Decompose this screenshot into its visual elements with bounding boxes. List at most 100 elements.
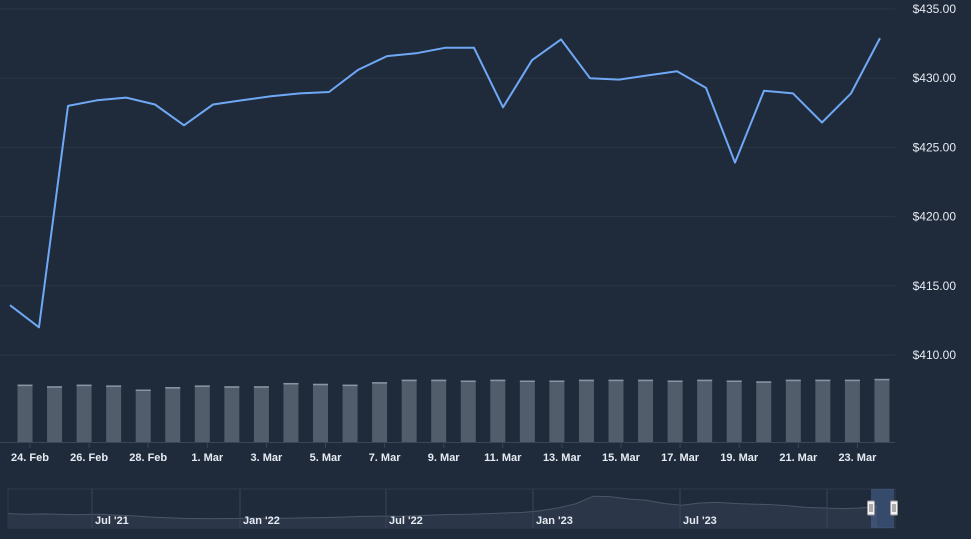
volume-bar-top xyxy=(490,379,506,382)
volume-bar[interactable] xyxy=(17,384,33,442)
price-point[interactable] xyxy=(62,100,74,112)
price-point[interactable] xyxy=(4,299,16,311)
volume-bar-top xyxy=(460,380,476,382)
volume-bar[interactable] xyxy=(47,386,63,442)
x-tick-label: 24. Feb xyxy=(11,452,49,464)
x-tick-label: 5. Mar xyxy=(310,452,343,464)
price-point[interactable] xyxy=(265,90,277,102)
price-point[interactable] xyxy=(410,47,422,59)
x-tick-label: 13. Mar xyxy=(543,452,582,464)
y-tick-label: $430.00 xyxy=(913,71,957,85)
volume-bar[interactable] xyxy=(401,379,417,442)
volume-bar[interactable] xyxy=(106,385,122,442)
navigator-handle[interactable] xyxy=(890,500,898,516)
price-point[interactable] xyxy=(700,82,712,94)
volume-bar-top xyxy=(401,379,417,382)
price-point[interactable] xyxy=(294,87,306,99)
y-tick-label: $420.00 xyxy=(913,210,957,224)
navigator[interactable]: Jul '21 Jan '22 Jul '22 Jan '23 Jul '23 xyxy=(7,488,898,529)
volume-bar[interactable] xyxy=(460,380,476,443)
price-point[interactable] xyxy=(497,101,509,113)
volume-bar[interactable] xyxy=(785,379,801,442)
y-tick-label: $435.00 xyxy=(913,2,957,16)
volume-bar[interactable] xyxy=(76,384,92,442)
price-point[interactable] xyxy=(584,72,596,84)
volume-bar[interactable] xyxy=(490,379,506,442)
x-tick-label: 23. Mar xyxy=(838,452,877,464)
volume-bar[interactable] xyxy=(697,379,713,442)
price-point[interactable] xyxy=(323,86,335,98)
price-point[interactable] xyxy=(758,85,770,97)
navigator-tick-label: Jul '22 xyxy=(389,515,423,527)
price-point[interactable] xyxy=(178,119,190,131)
price-point[interactable] xyxy=(816,116,828,128)
volume-bar[interactable] xyxy=(874,378,890,442)
price-gridlines xyxy=(0,8,895,356)
volume-bar-top xyxy=(17,384,33,387)
volume-bar-top xyxy=(638,379,654,382)
volume-bar[interactable] xyxy=(342,384,358,442)
volume-bar[interactable] xyxy=(253,386,269,442)
price-point[interactable] xyxy=(120,92,132,104)
price-line xyxy=(9,37,881,329)
volume-bar[interactable] xyxy=(519,380,535,443)
price-point[interactable] xyxy=(787,87,799,99)
price-point[interactable] xyxy=(149,98,161,110)
volume-bar-top xyxy=(431,379,447,382)
price-point[interactable] xyxy=(613,74,625,86)
price-point[interactable] xyxy=(352,64,364,76)
navigator-tick-label: Jul '23 xyxy=(683,515,717,527)
volume-bar[interactable] xyxy=(194,385,210,442)
volume-bar[interactable] xyxy=(638,379,654,442)
price-point[interactable] xyxy=(381,50,393,62)
y-tick-label: $410.00 xyxy=(913,348,957,362)
price-point[interactable] xyxy=(526,54,538,66)
volume-bar[interactable] xyxy=(667,380,683,443)
volume-bar[interactable] xyxy=(578,379,594,442)
volume-bar-top xyxy=(519,380,535,382)
navigator-tick-label: Jan '23 xyxy=(536,515,573,527)
price-line-series xyxy=(4,32,886,333)
volume-bar-top xyxy=(224,386,240,388)
volume-bar[interactable] xyxy=(844,379,860,442)
navigator-tick-label: Jan '22 xyxy=(243,515,280,527)
volume-bars xyxy=(0,378,895,443)
volume-bar-top xyxy=(165,387,181,389)
volume-bar[interactable] xyxy=(165,387,181,442)
navigator-handle[interactable] xyxy=(867,500,875,516)
price-point[interactable] xyxy=(236,94,248,106)
navigator-selection[interactable] xyxy=(871,489,894,528)
volume-bar[interactable] xyxy=(431,379,447,442)
volume-bar[interactable] xyxy=(815,379,831,442)
price-point[interactable] xyxy=(555,33,567,45)
volume-bar[interactable] xyxy=(756,381,772,442)
volume-bar[interactable] xyxy=(224,386,240,442)
price-point[interactable] xyxy=(207,98,219,110)
price-point[interactable] xyxy=(671,65,683,77)
y-tick-label: $415.00 xyxy=(913,279,957,293)
volume-bar[interactable] xyxy=(313,383,328,442)
price-point[interactable] xyxy=(729,157,741,169)
volume-bar-top xyxy=(76,384,92,387)
volume-bar-top xyxy=(578,379,594,382)
x-tick-label: 28. Feb xyxy=(129,452,167,464)
volume-bar[interactable] xyxy=(135,389,151,442)
volume-bar[interactable] xyxy=(608,379,624,442)
price-point[interactable] xyxy=(439,42,451,54)
volume-bar-top xyxy=(815,379,831,382)
x-tick-label: 1. Mar xyxy=(191,452,224,464)
navigator-tick-label: Jul '21 xyxy=(95,515,129,527)
volume-bar[interactable] xyxy=(549,380,565,443)
volume-bar[interactable] xyxy=(283,382,299,442)
price-point[interactable] xyxy=(845,87,857,99)
volume-bar-top xyxy=(608,379,624,382)
volume-bar[interactable] xyxy=(372,382,388,442)
volume-bar[interactable] xyxy=(726,380,742,443)
price-point[interactable] xyxy=(874,32,886,44)
price-point[interactable] xyxy=(33,321,45,333)
price-point[interactable] xyxy=(468,42,480,54)
volume-bar-top xyxy=(844,379,860,382)
price-point[interactable] xyxy=(91,94,103,106)
price-point[interactable] xyxy=(642,69,654,81)
